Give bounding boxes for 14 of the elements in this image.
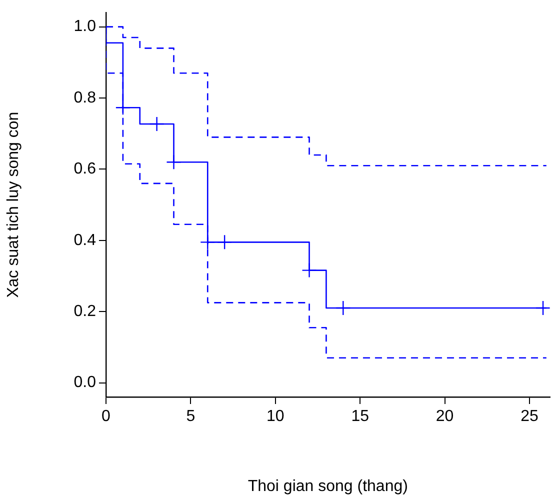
y-tick-label: 0.8: [74, 89, 96, 106]
x-tick-label: 10: [266, 408, 284, 426]
y-tick-label: 0.0: [74, 374, 96, 392]
x-tick-label: 0: [102, 408, 111, 426]
x-tick-label: 5: [186, 408, 196, 426]
y-tick-label: 0.4: [74, 232, 96, 249]
y-tick-label: 0.6: [74, 160, 96, 178]
x-tick-label: 15: [351, 408, 370, 426]
x-tick-label: 25: [520, 408, 538, 426]
x-tick-label: 20: [436, 408, 454, 426]
x-axis-title: Thoi gian song (thang): [248, 478, 408, 495]
y-tick-label: 1.0: [74, 18, 96, 36]
y-tick-label: 0.2: [74, 302, 96, 320]
y-axis-title: Xac suat tich luy song con: [5, 112, 22, 298]
